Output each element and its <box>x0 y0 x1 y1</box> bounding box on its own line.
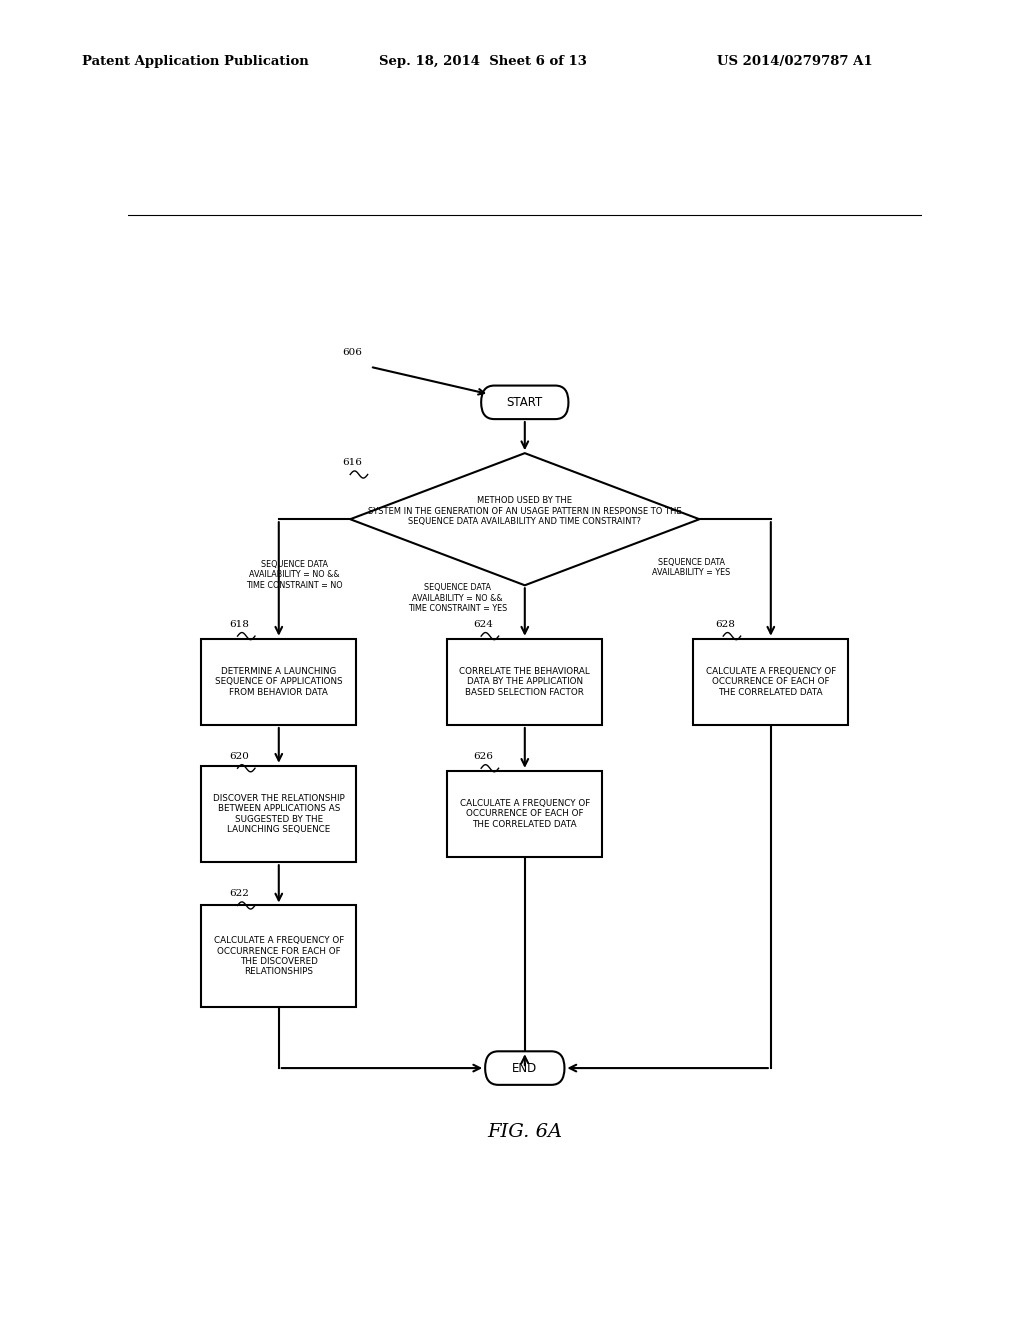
Text: US 2014/0279787 A1: US 2014/0279787 A1 <box>717 55 872 69</box>
FancyBboxPatch shape <box>485 1051 564 1085</box>
Bar <box>447 771 602 857</box>
Polygon shape <box>350 453 699 585</box>
Text: 618: 618 <box>229 620 250 630</box>
Text: 616: 616 <box>342 458 362 467</box>
Text: METHOD USED BY THE
SYSTEM IN THE GENERATION OF AN USAGE PATTERN IN RESPONSE TO T: METHOD USED BY THE SYSTEM IN THE GENERAT… <box>368 496 682 525</box>
Text: SEQUENCE DATA
AVAILABILITY = NO &&
TIME CONSTRAINT = YES: SEQUENCE DATA AVAILABILITY = NO && TIME … <box>408 583 507 612</box>
Text: 622: 622 <box>229 890 250 899</box>
Text: CALCULATE A FREQUENCY OF
OCCURRENCE FOR EACH OF
THE DISCOVERED
RELATIONSHIPS: CALCULATE A FREQUENCY OF OCCURRENCE FOR … <box>214 936 344 977</box>
Bar <box>447 639 602 725</box>
Bar <box>202 906 356 1007</box>
Text: START: START <box>507 396 543 409</box>
Text: CORRELATE THE BEHAVIORAL
DATA BY THE APPLICATION
BASED SELECTION FACTOR: CORRELATE THE BEHAVIORAL DATA BY THE APP… <box>460 667 590 697</box>
Text: Sep. 18, 2014  Sheet 6 of 13: Sep. 18, 2014 Sheet 6 of 13 <box>379 55 587 69</box>
Text: CALCULATE A FREQUENCY OF
OCCURRENCE OF EACH OF
THE CORRELATED DATA: CALCULATE A FREQUENCY OF OCCURRENCE OF E… <box>460 799 590 829</box>
Text: 620: 620 <box>229 752 250 762</box>
Text: Patent Application Publication: Patent Application Publication <box>82 55 308 69</box>
Text: DETERMINE A LAUNCHING
SEQUENCE OF APPLICATIONS
FROM BEHAVIOR DATA: DETERMINE A LAUNCHING SEQUENCE OF APPLIC… <box>215 667 343 697</box>
Text: CALCULATE A FREQUENCY OF
OCCURRENCE OF EACH OF
THE CORRELATED DATA: CALCULATE A FREQUENCY OF OCCURRENCE OF E… <box>706 667 836 697</box>
Bar <box>693 639 848 725</box>
Text: SEQUENCE DATA
AVAILABILITY = YES: SEQUENCE DATA AVAILABILITY = YES <box>652 558 730 577</box>
Text: 628: 628 <box>715 620 735 630</box>
Text: DISCOVER THE RELATIONSHIP
BETWEEN APPLICATIONS AS
SUGGESTED BY THE
LAUNCHING SEQ: DISCOVER THE RELATIONSHIP BETWEEN APPLIC… <box>213 793 345 834</box>
FancyBboxPatch shape <box>481 385 568 420</box>
Text: END: END <box>512 1061 538 1074</box>
Text: 606: 606 <box>342 347 362 356</box>
Text: SEQUENCE DATA
AVAILABILITY = NO &&
TIME CONSTRAINT = NO: SEQUENCE DATA AVAILABILITY = NO && TIME … <box>247 560 343 590</box>
Text: FIG. 6A: FIG. 6A <box>487 1123 562 1140</box>
Text: 626: 626 <box>473 752 494 762</box>
Bar <box>202 639 356 725</box>
Bar <box>202 766 356 862</box>
Text: 624: 624 <box>473 620 494 630</box>
